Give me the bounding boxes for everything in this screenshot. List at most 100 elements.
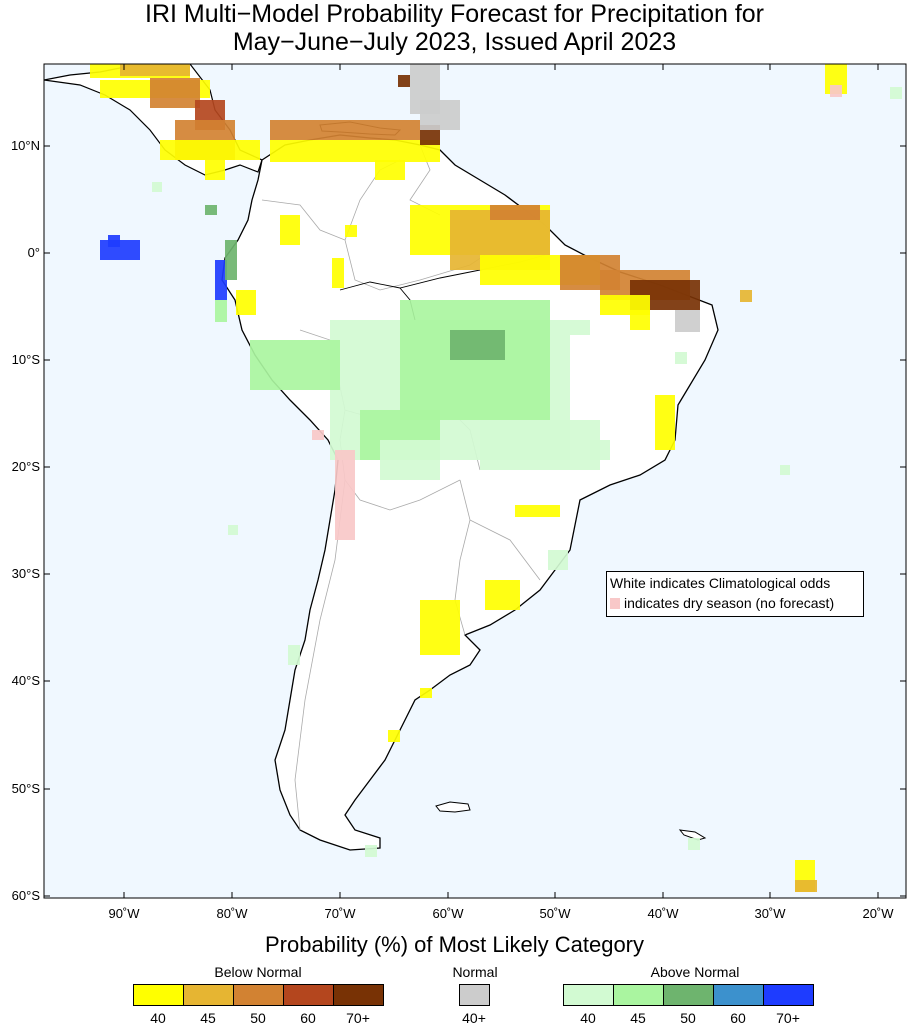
forecast-cell (490, 205, 540, 220)
longitude-label: 30˚W (754, 906, 786, 921)
forecast-cell (108, 235, 120, 247)
forecast-cell (485, 580, 520, 610)
above-normal-swatch (663, 984, 714, 1006)
below-normal-swatch (133, 984, 184, 1006)
legend-title: Probability (%) of Most Likely Category (264, 932, 645, 957)
forecast-cell (630, 310, 650, 330)
map-title-line1: IRI Multi−Model Probability Forecast for… (145, 0, 764, 28)
forecast-cells (90, 64, 902, 892)
forecast-cell (120, 64, 190, 76)
longitude-label: 90˚W (108, 906, 140, 921)
forecast-cell (225, 240, 237, 280)
longitude-label: 70˚W (324, 906, 356, 921)
below-normal-swatch (233, 984, 284, 1006)
forecast-cell (420, 600, 460, 655)
above-normal-swatch (613, 984, 664, 1006)
forecast-cell (740, 290, 752, 302)
forecast-cell (480, 420, 600, 470)
longitude-label: 50˚W (539, 906, 571, 921)
forecast-cell (205, 205, 217, 215)
forecast-cell (280, 215, 300, 245)
forecast-cell (332, 258, 344, 288)
map-frame (43, 63, 907, 899)
forecast-cell (365, 845, 377, 857)
above-normal-swatch (563, 984, 614, 1006)
forecast-cell (570, 320, 590, 335)
above-normal-tick-label: 70+ (776, 1010, 800, 1026)
latitude-axis: 10°N 0° 10°S 20°S 30°S 40°S 50°S 60°S (11, 138, 906, 903)
south-america-land (221, 134, 719, 851)
forecast-cell (375, 160, 405, 180)
normal-label: Normal (452, 964, 498, 980)
climatological-odds-note: White indicates Climatological odds (610, 575, 831, 591)
forecast-cell (515, 505, 560, 517)
above-normal-tick-label: 50 (680, 1010, 696, 1026)
forecast-cell (250, 340, 340, 390)
longitude-label: 40˚W (647, 906, 679, 921)
latitude-label: 0° (28, 245, 40, 260)
above-normal-tick-label: 40 (580, 1010, 596, 1026)
forecast-cell (215, 260, 227, 300)
latitude-label: 20°S (12, 459, 41, 474)
south-georgia (678, 829, 707, 841)
longitude-label: 80˚W (216, 906, 248, 921)
forecast-cell (345, 225, 357, 237)
below-normal-tick-label: 70+ (346, 1010, 370, 1026)
forecast-cell (398, 75, 410, 87)
normal-swatch (459, 984, 490, 1006)
below-normal-tick-label: 40 (150, 1010, 166, 1026)
forecast-cell (380, 440, 440, 480)
forecast-cell (152, 182, 162, 192)
above-normal-swatch (763, 984, 814, 1006)
forecast-cell (795, 880, 817, 892)
normal-tick-label: 40+ (462, 1010, 486, 1026)
below-normal-tick-label: 45 (200, 1010, 216, 1026)
forecast-cell (830, 85, 842, 97)
dry-season-swatch (610, 598, 620, 609)
forecast-cell (312, 430, 324, 440)
below-normal-label: Below Normal (214, 964, 302, 980)
latitude-label: 50°S (12, 781, 41, 796)
forecast-map: 10°N 0° 10°S 20°S 30°S 40°S 50°S 60°S 90˚W 80˚W 7… (11, 63, 907, 921)
above-normal-swatch (713, 984, 764, 1006)
below-normal-swatch (283, 984, 334, 1006)
above-normal-tick-label: 60 (730, 1010, 746, 1026)
below-normal-swatch (183, 984, 234, 1006)
forecast-cell (655, 395, 675, 450)
forecast-cell (270, 140, 440, 162)
forecast-cell (548, 550, 568, 570)
legend-note-box: White indicates Climatological odds indi… (606, 571, 864, 617)
below-normal-tick-label: 50 (250, 1010, 266, 1026)
latitude-label: 30°S (12, 566, 41, 581)
above-normal-tick-label: 45 (630, 1010, 646, 1026)
forecast-cell (420, 688, 432, 698)
forecast-cell (450, 330, 505, 360)
forecast-cell (215, 300, 227, 322)
forecast-cell (160, 140, 260, 160)
above-normal-label: Above Normal (650, 964, 740, 980)
latitude-label: 10°S (12, 352, 41, 367)
latitude-label: 40°S (12, 673, 41, 688)
forecast-cell (388, 730, 400, 742)
latitude-label: 10°N (11, 138, 40, 153)
forecast-cell (228, 525, 238, 535)
below-normal-tick-label: 60 (300, 1010, 316, 1026)
forecast-cell (335, 450, 355, 540)
forecast-cell (675, 310, 700, 332)
forecast-cell (150, 78, 200, 108)
forecast-cell (890, 87, 902, 99)
below-normal-swatch (333, 984, 384, 1006)
longitude-label: 20˚W (862, 906, 894, 921)
falkland-islands (435, 801, 471, 813)
forecast-cell (675, 352, 687, 364)
forecast-cell (780, 465, 790, 475)
forecast-cell (270, 120, 420, 140)
longitude-axis: 90˚W 80˚W 70˚W 60˚W 50˚W 40˚W 30˚W 20˚W (108, 64, 894, 921)
forecast-cell (590, 440, 610, 460)
map-title-line2: May−June−July 2023, Issued April 2023 (232, 28, 677, 56)
forecast-cell (288, 645, 300, 665)
latitude-label: 60°S (12, 888, 41, 903)
forecast-cell (420, 100, 460, 130)
forecast-cell (236, 290, 256, 315)
forecast-cell (205, 160, 225, 180)
